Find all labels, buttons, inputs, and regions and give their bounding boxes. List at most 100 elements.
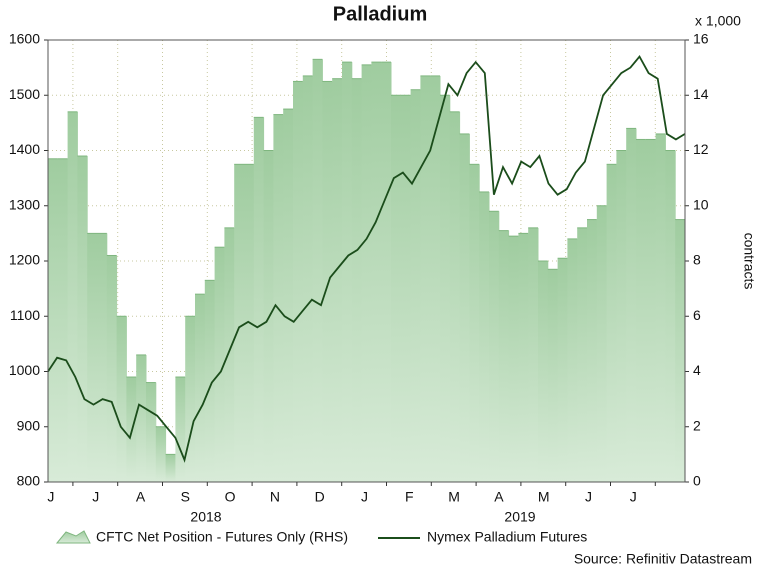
area-step — [557, 258, 568, 482]
area-step — [400, 95, 412, 482]
area-step — [351, 78, 363, 483]
x-tick-label: A — [494, 489, 504, 505]
x-tick-label: J — [585, 489, 592, 505]
area-step — [469, 164, 480, 482]
area-step — [116, 316, 127, 482]
y2-tick-label: 16 — [693, 31, 709, 47]
area-step — [371, 62, 382, 482]
legend-swatch-area — [55, 530, 91, 544]
y2-tick-label: 14 — [693, 86, 709, 102]
area-step — [440, 95, 451, 482]
x-tick-label: J — [361, 489, 368, 505]
area-step — [645, 139, 657, 482]
x-tick-label: J — [92, 489, 99, 505]
x-tick-label: J — [47, 489, 54, 505]
area-step — [204, 280, 216, 482]
y-tick-label: 1200 — [9, 252, 40, 268]
x-tick-label: F — [405, 489, 414, 505]
area-step — [655, 133, 666, 483]
area-step — [528, 227, 539, 482]
area-step — [87, 233, 98, 482]
area-step — [410, 89, 421, 482]
y-tick-label: 1000 — [9, 362, 40, 378]
area-step — [498, 230, 510, 482]
area-step — [567, 238, 578, 482]
y2-tick-label: 10 — [693, 196, 709, 212]
area-step — [479, 191, 490, 482]
y2-tick-label: 12 — [693, 141, 709, 157]
year-label: 2018 — [190, 509, 221, 525]
area-step — [312, 59, 323, 483]
area-step — [106, 255, 118, 482]
area-step — [175, 377, 186, 482]
y2-tick-label: 6 — [693, 307, 701, 323]
y-tick-label: 1400 — [9, 141, 40, 157]
y2-tick-label: 0 — [693, 473, 701, 489]
area-step — [430, 75, 441, 482]
year-label: 2019 — [504, 509, 535, 525]
legend-label: Nymex Palladium Futures — [427, 529, 587, 545]
area-step — [518, 233, 529, 482]
area-step — [626, 128, 637, 482]
y-tick-label: 1600 — [9, 31, 40, 47]
area-step — [322, 81, 333, 482]
x-tick-label: M — [538, 489, 550, 505]
area-step — [636, 139, 647, 482]
area-step — [616, 150, 627, 482]
area-step — [57, 158, 69, 482]
area-step — [596, 205, 608, 482]
legend-label: CFTC Net Position - Futures Only (RHS) — [96, 529, 348, 545]
x-tick-label: J — [630, 489, 637, 505]
area-step — [165, 454, 176, 482]
area-step — [587, 219, 598, 482]
x-tick-label: D — [315, 489, 325, 505]
area-step — [224, 227, 235, 482]
area-step — [459, 133, 470, 483]
area-step — [577, 227, 588, 482]
chart-title: Palladium — [333, 3, 427, 25]
x-tick-label: N — [270, 489, 280, 505]
area-step — [381, 62, 392, 482]
y2-unit-label: x 1,000 — [695, 13, 741, 29]
area-step — [234, 164, 245, 482]
area-step — [332, 78, 343, 483]
y2-tick-label: 2 — [693, 417, 701, 433]
y2-axis-label: contracts — [741, 233, 757, 290]
area-step — [420, 75, 431, 482]
area-step — [67, 111, 78, 482]
area-step — [538, 261, 549, 482]
area-step — [214, 247, 225, 482]
x-tick-label: S — [181, 489, 190, 505]
area-step — [391, 95, 402, 482]
area-step — [97, 233, 108, 482]
area-step — [48, 158, 59, 482]
area-step — [606, 164, 617, 482]
area-step — [77, 156, 88, 482]
area-step — [489, 211, 500, 482]
area-step — [508, 236, 519, 482]
area-step — [302, 75, 314, 482]
y-tick-label: 900 — [17, 417, 41, 433]
y-tick-label: 1300 — [9, 196, 40, 212]
source: Source: Refinitiv Datastream — [574, 551, 752, 567]
area-step — [195, 294, 206, 482]
x-tick-label: A — [136, 489, 146, 505]
area-step — [665, 150, 676, 482]
area-step — [361, 64, 372, 483]
plot-frame — [47, 39, 686, 483]
x-tick-label: O — [225, 489, 236, 505]
area-step — [155, 426, 167, 482]
y2-tick-label: 8 — [693, 252, 701, 268]
area-step — [547, 269, 559, 482]
y-tick-label: 800 — [17, 473, 41, 489]
price-line — [47, 55, 686, 463]
y2-tick-label: 4 — [693, 362, 701, 378]
area-step — [675, 219, 686, 482]
area-step — [273, 114, 284, 483]
area-step — [136, 354, 147, 482]
x-tick-label: M — [448, 489, 460, 505]
area-step — [253, 117, 265, 482]
y-tick-label: 1100 — [10, 307, 40, 323]
y-tick-label: 1500 — [9, 86, 40, 102]
